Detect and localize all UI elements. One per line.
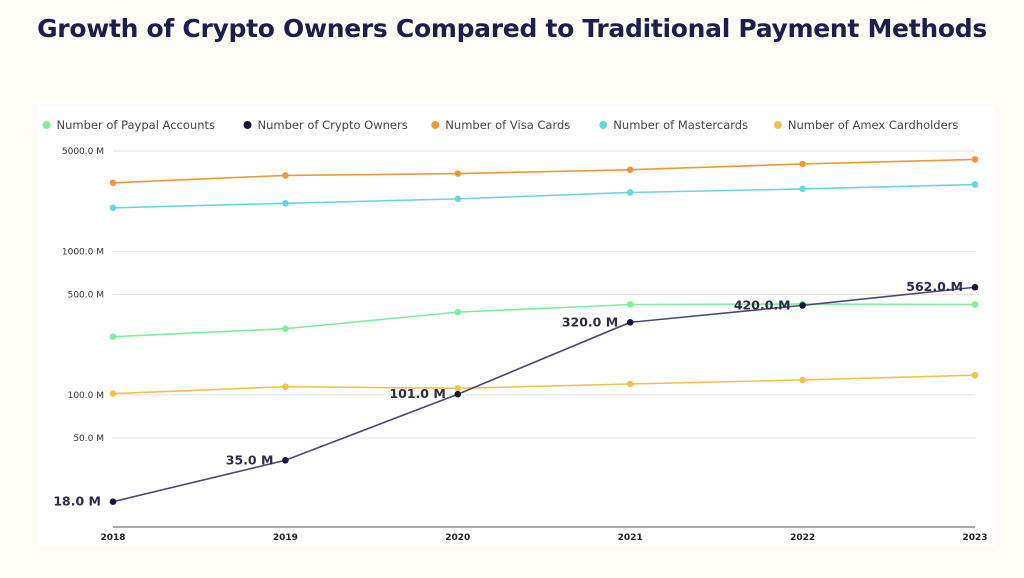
data-point — [799, 160, 806, 168]
x-tick-label: 2022 — [790, 533, 815, 543]
data-point — [971, 371, 979, 379]
legend-marker — [599, 121, 608, 129]
data-point — [626, 166, 634, 174]
data-point — [799, 376, 806, 384]
data-point — [454, 385, 462, 392]
y-tick-label: 500.0 M — [68, 291, 104, 301]
legend-entry: Number of Amex Cardholders — [788, 118, 959, 132]
data-point — [109, 179, 117, 187]
legend-marker — [773, 121, 782, 129]
data-point — [971, 301, 979, 308]
data-label: 35.0 M — [226, 452, 274, 467]
y-tick-label: 5000.0 M — [62, 147, 104, 157]
data-point — [626, 189, 634, 196]
data-label: 18.0 M — [53, 494, 101, 509]
legend-entry: Number of Crypto Owners — [258, 118, 408, 132]
data-point — [454, 308, 462, 316]
y-tick-label: 50.0 M — [73, 434, 104, 444]
data-point — [454, 195, 462, 203]
data-point — [799, 302, 806, 309]
x-tick-label: 2020 — [445, 533, 470, 543]
data-point — [282, 200, 289, 207]
chart-title: Growth of Crypto Owners Compared to Trad… — [37, 14, 987, 43]
data-point — [626, 301, 634, 308]
x-tick-label: 2018 — [100, 533, 125, 543]
series-line — [112, 158, 976, 184]
data-label: 562.0.M — [906, 279, 963, 294]
data-point — [971, 156, 979, 163]
legend-entry: Number of Paypal Accounts — [57, 118, 215, 132]
data-point — [282, 325, 289, 332]
y-tick-label: 1000.0 M — [62, 247, 104, 257]
data-point — [282, 172, 289, 179]
data-point — [109, 204, 117, 212]
data-label: 320.0 M — [562, 314, 618, 329]
legend-marker — [243, 121, 252, 129]
data-point — [109, 498, 117, 506]
data-label: 420.0.M — [734, 297, 791, 312]
data-point — [282, 383, 289, 390]
data-label: 101.0 M — [389, 386, 445, 401]
y-tick-label: 100.0 M — [68, 391, 104, 401]
data-point — [109, 390, 117, 397]
data-point — [626, 380, 634, 388]
legend-marker — [431, 121, 440, 129]
series-line — [112, 183, 976, 209]
data-point — [282, 456, 289, 464]
data-point — [626, 319, 634, 326]
x-tick-label: 2023 — [962, 533, 987, 543]
data-point — [454, 390, 462, 398]
x-tick-label: 2021 — [618, 533, 643, 543]
series-line — [112, 303, 976, 338]
data-point — [971, 283, 979, 291]
data-point — [799, 185, 806, 193]
data-point — [109, 333, 117, 341]
data-point — [454, 170, 462, 177]
legend-entry: Number of Mastercards — [613, 118, 748, 132]
x-tick-label: 2019 — [273, 533, 298, 543]
series-line — [112, 286, 976, 503]
series-line — [112, 374, 976, 395]
data-point — [971, 181, 979, 188]
legend-marker — [42, 121, 51, 129]
legend-entry: Number of Visa Cards — [445, 118, 570, 132]
